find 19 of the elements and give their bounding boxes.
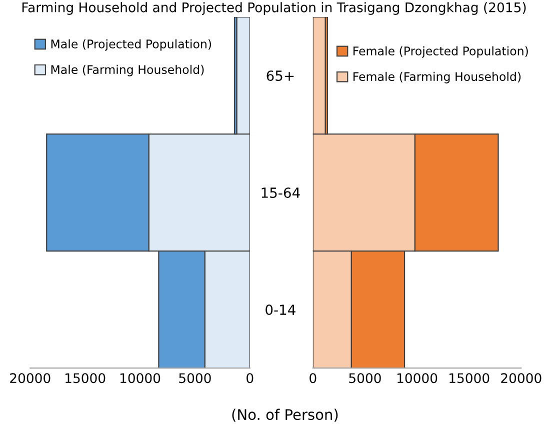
legend-label: Female (Projected Population) [354, 46, 528, 58]
y-tick-label: 0-14 [266, 304, 296, 316]
legend-label: Male (Projected Population) [51, 39, 212, 51]
legend-label: Male (Farming Household) [51, 64, 204, 76]
x-axis-title: (No. of Person) [232, 408, 338, 422]
x-tick-label: 5000 [179, 373, 211, 384]
x-tick-label: 5000 [349, 373, 381, 384]
x-tick-label: 10000 [120, 373, 160, 384]
legend-label: Female (Farming Household) [354, 72, 521, 84]
x-tick-label: 20000 [10, 373, 50, 384]
y-tick-label: 65+ [266, 70, 294, 81]
x-tick-label: 0 [246, 373, 254, 384]
x-tick-label: 0 [310, 373, 316, 384]
x-tick-label: 10000 [397, 373, 438, 384]
chart-title: Farming Household and Projected Population in Trasigang Dzongkhag (2015) [22, 2, 526, 15]
y-tick-label: 15-64 [262, 187, 300, 198]
x-tick-label: 15000 [66, 373, 106, 384]
x-tick-label: 20000 [501, 373, 542, 384]
x-tick-label: 15000 [450, 373, 490, 384]
